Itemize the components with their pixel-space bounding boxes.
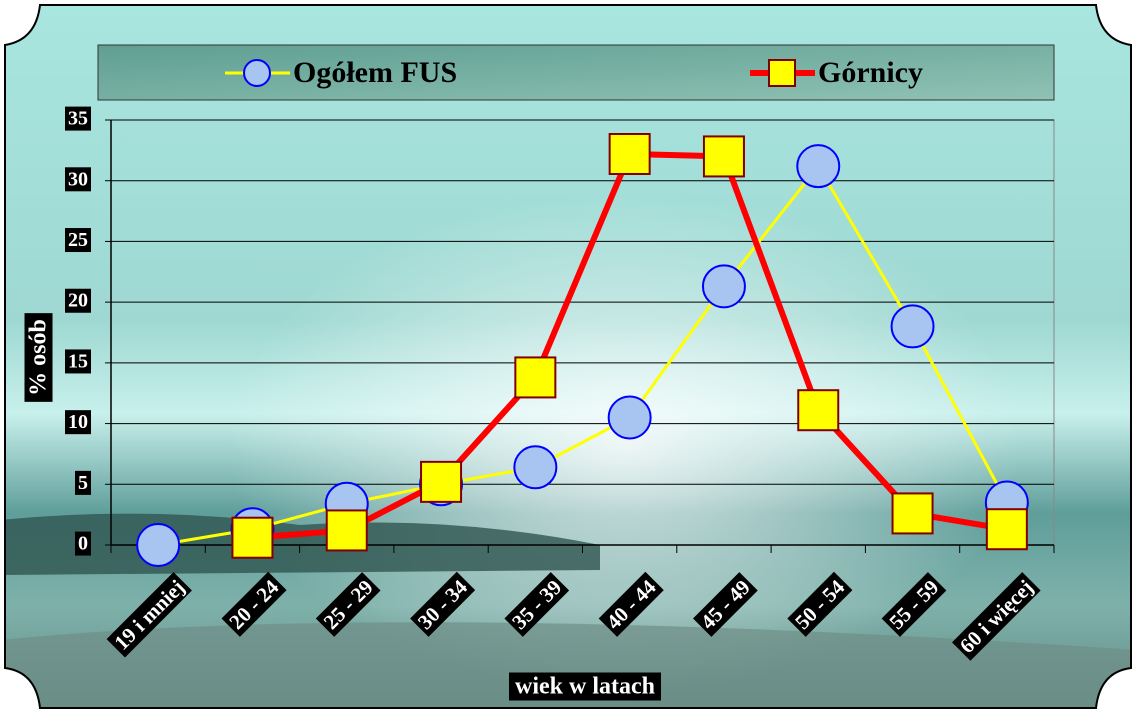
label-box: [693, 572, 758, 637]
y-tick-label: 20: [68, 290, 88, 312]
label-box: [509, 672, 661, 701]
point-marker: [325, 509, 368, 552]
label-box: [787, 571, 853, 637]
legend-marker: [768, 59, 796, 87]
y-tick-label: 15: [68, 350, 88, 372]
y-tick-label: 30: [68, 168, 88, 190]
point-marker: [890, 304, 935, 349]
label-box: [504, 572, 570, 637]
legend-box: [97, 44, 1055, 101]
y-tick-label: 35: [68, 108, 88, 130]
y-tick-label: 5: [78, 472, 88, 494]
point-marker: [420, 460, 463, 503]
label-box: [65, 228, 91, 253]
y-tick-label: 10: [68, 411, 88, 433]
label-box: [75, 531, 91, 556]
y-tick-label: 25: [68, 229, 88, 251]
label-box: [598, 571, 664, 637]
point-marker: [231, 516, 274, 559]
label-box: [221, 571, 287, 637]
y-tick-label: 0: [78, 533, 88, 555]
legend-marker: [243, 59, 271, 87]
point-marker: [797, 389, 840, 432]
label-box: [881, 572, 947, 637]
x-axis-label: wiek w latach: [515, 674, 655, 700]
point-marker: [702, 135, 745, 178]
point-marker: [514, 356, 557, 399]
y-label-group: % osób: [24, 313, 53, 402]
label-box: [65, 410, 91, 435]
point-marker: [985, 508, 1028, 551]
point-marker: [608, 133, 651, 175]
point-marker: [701, 264, 746, 309]
point-marker: [607, 395, 652, 440]
label-box: [106, 572, 192, 658]
label-box: [65, 288, 91, 313]
label-box: [65, 167, 91, 192]
label-box: [75, 470, 91, 495]
label-box: [24, 313, 53, 402]
label-box: [315, 572, 381, 637]
point-marker: [513, 445, 558, 490]
point-marker: [891, 492, 934, 535]
label-box: [65, 106, 91, 131]
frame: [4, 4, 1132, 709]
legend-label: Ogółem FUS: [293, 56, 457, 89]
point-marker: [136, 523, 181, 567]
y-axis-label: % osób: [26, 319, 52, 396]
series-line: [157, 164, 1009, 547]
point-marker: [796, 144, 841, 189]
label-box: [410, 571, 476, 637]
label-box: [952, 572, 1041, 661]
legend-label: Górnicy: [818, 56, 923, 89]
label-box: [65, 349, 91, 374]
